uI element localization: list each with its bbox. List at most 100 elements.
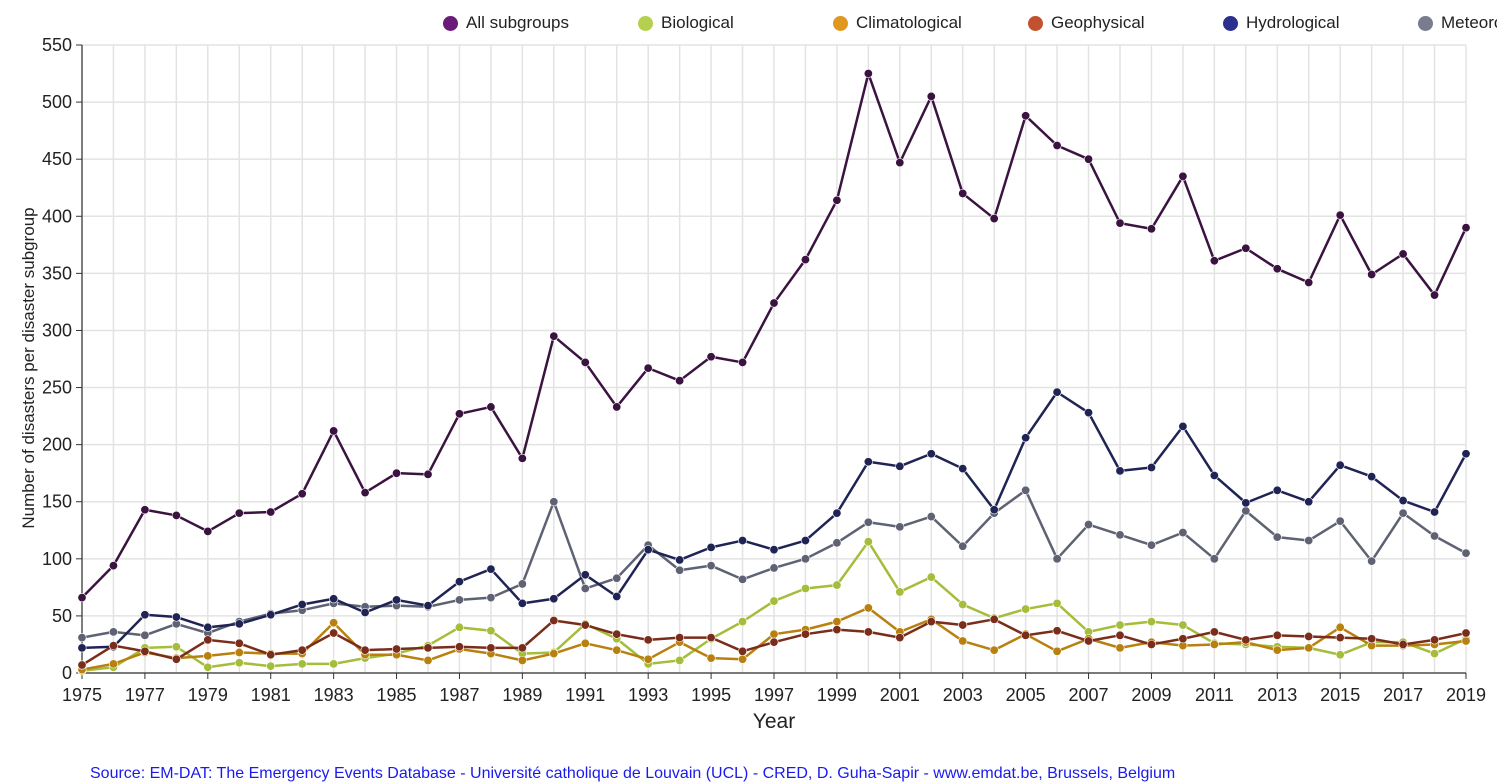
source-link[interactable]: Source: EM-DAT: The Emergency Events Dat…: [90, 765, 1176, 782]
data-point: [108, 561, 118, 571]
data-point: [1367, 556, 1377, 566]
data-point: [549, 594, 559, 604]
data-point: [1178, 421, 1188, 431]
data-point: [1304, 277, 1314, 287]
data-point: [1398, 496, 1408, 506]
y-tick-label: 300: [42, 320, 72, 340]
data-point: [926, 449, 936, 459]
data-point: [675, 655, 685, 665]
data-point: [234, 619, 244, 629]
data-point: [517, 643, 527, 653]
data-point: [863, 603, 873, 613]
legend-item-hydrological[interactable]: Hydrological: [1223, 13, 1340, 33]
data-point: [486, 626, 496, 636]
y-tick-label: 350: [42, 263, 72, 283]
data-point: [140, 646, 150, 656]
data-point: [706, 633, 716, 643]
x-tick-label: 2019: [1446, 685, 1486, 705]
data-point: [517, 598, 527, 608]
data-point: [1241, 498, 1251, 508]
data-point: [486, 643, 496, 653]
data-point: [329, 628, 339, 638]
grid: [81, 44, 1467, 674]
legend-item-geophysical[interactable]: Geophysical: [1028, 13, 1145, 33]
data-point: [1272, 532, 1282, 542]
data-point: [643, 654, 653, 664]
data-point: [360, 645, 370, 655]
data-point: [77, 593, 87, 603]
data-point: [832, 195, 842, 205]
data-point: [1115, 218, 1125, 228]
legend-dot-icon: [443, 15, 458, 31]
data-point: [863, 537, 873, 547]
data-point: [297, 659, 307, 669]
legend-item-meteorological[interactable]: Meteorological: [1418, 13, 1497, 33]
data-point: [77, 660, 87, 670]
data-point: [1021, 485, 1031, 495]
data-point: [1052, 626, 1062, 636]
data-point: [1335, 650, 1345, 660]
data-point: [1272, 630, 1282, 640]
data-point: [958, 636, 968, 646]
data-point: [1272, 645, 1282, 655]
data-point: [1146, 462, 1156, 472]
data-point: [549, 331, 559, 341]
legend-dot-icon: [1418, 15, 1433, 31]
data-point: [643, 363, 653, 373]
x-tick-label: 1975: [62, 685, 102, 705]
data-point: [989, 214, 999, 224]
legend-item-all-subgroups[interactable]: All subgroups: [443, 13, 569, 33]
x-tick-label: 1985: [377, 685, 417, 705]
x-tick-label: 2001: [880, 685, 920, 705]
data-point: [1052, 554, 1062, 564]
data-point: [769, 298, 779, 308]
legend-item-climatological[interactable]: Climatological: [833, 13, 962, 33]
data-point: [832, 580, 842, 590]
data-point: [738, 357, 748, 367]
data-point: [1146, 617, 1156, 627]
y-tick-label: 200: [42, 435, 72, 455]
data-point: [360, 607, 370, 617]
data-point: [580, 357, 590, 367]
data-point: [423, 655, 433, 665]
data-point: [643, 635, 653, 645]
data-point: [706, 653, 716, 663]
data-point: [1461, 636, 1471, 646]
data-point: [1115, 643, 1125, 653]
data-point: [329, 426, 339, 436]
data-point: [1335, 633, 1345, 643]
data-point: [1052, 598, 1062, 608]
data-point: [171, 510, 181, 520]
data-point: [454, 577, 464, 587]
x-tick-label: 1993: [628, 685, 668, 705]
legend-item-biological[interactable]: Biological: [638, 13, 734, 33]
y-tick-label: 250: [42, 378, 72, 398]
data-point: [863, 627, 873, 637]
data-point: [1146, 224, 1156, 234]
data-point: [1209, 470, 1219, 480]
data-point: [234, 638, 244, 648]
data-point: [1367, 270, 1377, 280]
y-tick-label: 400: [42, 206, 72, 226]
data-point: [738, 574, 748, 584]
y-tick-label: 450: [42, 149, 72, 169]
data-point: [1052, 646, 1062, 656]
data-point: [800, 629, 810, 639]
x-axis-title: Year: [753, 710, 795, 733]
data-point: [1272, 485, 1282, 495]
data-point: [800, 584, 810, 594]
x-tick-label: 1999: [817, 685, 857, 705]
data-point: [580, 638, 590, 648]
data-point: [266, 650, 276, 660]
data-point: [297, 645, 307, 655]
y-tick-label: 0: [62, 663, 72, 683]
data-point: [958, 599, 968, 609]
data-point: [1084, 408, 1094, 418]
data-point: [297, 489, 307, 499]
data-point: [1461, 223, 1471, 233]
data-point: [1021, 630, 1031, 640]
legend-dot-icon: [638, 15, 653, 31]
data-point: [1241, 635, 1251, 645]
data-point: [549, 649, 559, 659]
data-point: [895, 461, 905, 471]
